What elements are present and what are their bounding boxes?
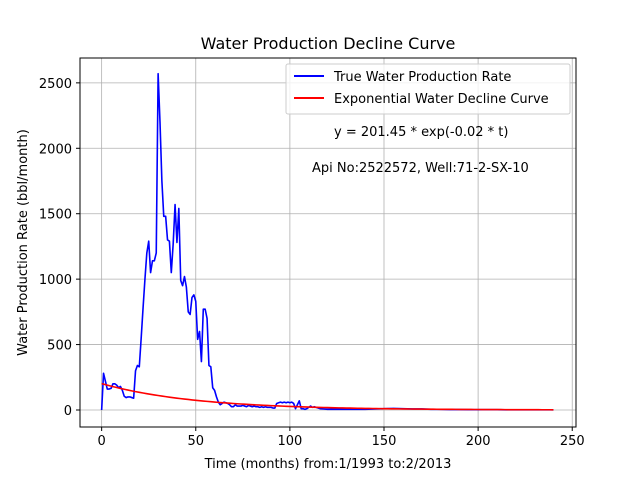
y-tick-label: 1500	[39, 208, 72, 223]
legend-label-true-rate: True Water Production Rate	[333, 70, 511, 85]
x-tick-label: 0	[98, 434, 106, 449]
y-tick-label: 2500	[39, 77, 72, 92]
y-tick-label: 500	[47, 339, 72, 354]
x-tick-label: 150	[372, 434, 397, 449]
series-layer	[100, 72, 554, 411]
x-tick-label: 200	[466, 434, 491, 449]
plot-frame	[79, 57, 577, 428]
series-line-true-water-production	[100, 72, 554, 411]
y-tick-label: 1000	[39, 273, 72, 288]
x-tick-label: 100	[277, 434, 302, 449]
x-tick-label: 50	[187, 434, 204, 449]
well-annotation: Api No:2522572, Well:71-2-SX-10	[312, 161, 529, 176]
y-axis-label: Water Production Rate (bbl/month)	[16, 129, 31, 356]
equation-annotation: y = 201.45 * exp(-0.02 * t)	[334, 125, 508, 140]
y-tick-label: 2000	[39, 142, 72, 157]
y-tick-label: 0	[64, 404, 72, 419]
legend-box	[285, 63, 571, 115]
chart-title: Water Production Decline Curve	[201, 34, 456, 53]
series-line-exponential-decline	[101, 382, 554, 411]
grid-lines	[80, 58, 576, 427]
legend-label-decline-curve: Exponential Water Decline Curve	[334, 92, 549, 107]
x-tick-label: 250	[560, 434, 585, 449]
x-axis-label: Time (months) from:1/1993 to:2/2013	[204, 457, 452, 472]
legend: True Water Production Rate Exponential W…	[285, 63, 571, 115]
